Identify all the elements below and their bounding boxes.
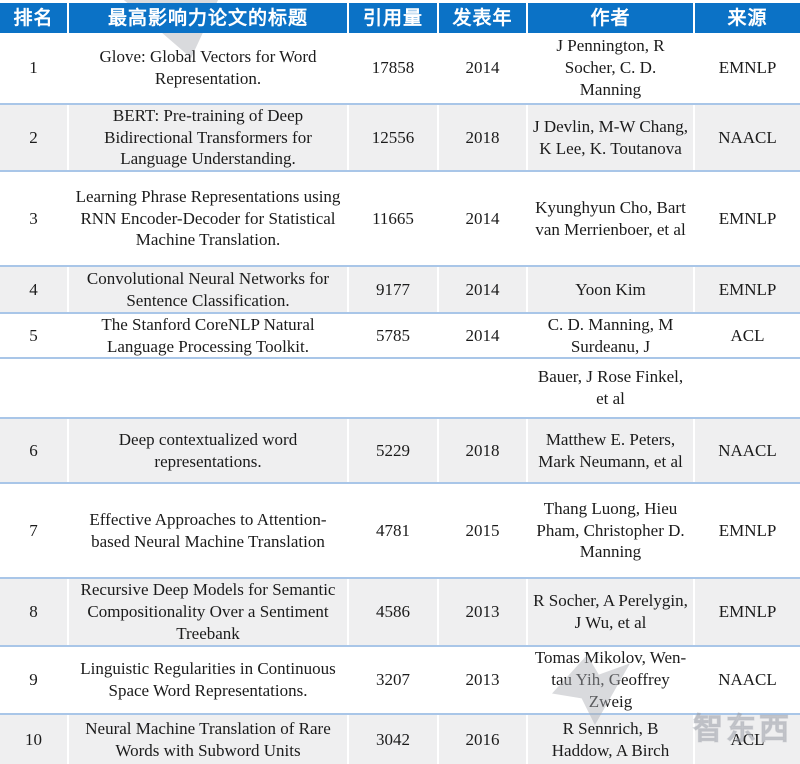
rank-cell: 10	[0, 715, 67, 764]
title-cell: Effective Approaches to Attention-based …	[67, 484, 347, 577]
rank-cell: 9	[29, 670, 38, 690]
citations-cell: 12556	[347, 105, 437, 170]
title-cell: Neural Machine Translation of Rare Words…	[67, 715, 347, 764]
year-cell	[437, 359, 526, 417]
year-cell: 2013	[437, 647, 526, 713]
authors-cell: J Devlin, M-W Chang, K Lee, K. Toutanova	[526, 105, 693, 170]
citations-cell: 11665	[347, 172, 437, 265]
authors-cell: Bauer, J Rose Finkel, et al	[526, 359, 693, 417]
table-header: 排名 最高影响力论文的标题 引用量 发表年 作者 来源	[0, 3, 800, 33]
year-cell: 2014	[437, 33, 526, 103]
table-row-7: 7 Effective Approaches to Attention-base…	[0, 482, 800, 577]
citations-cell: 4586	[347, 579, 437, 645]
source-cell: EMNLP	[693, 172, 800, 265]
rank-cell: 5	[29, 325, 38, 345]
table-row-2: 2 BERT: Pre-training of Deep Bidirection…	[0, 103, 800, 170]
authors-cell: R Sennrich, B Haddow, A Birch	[526, 715, 693, 764]
authors-cell: J Pennington, R Socher, C. D. Manning	[526, 33, 693, 103]
rank-cell: 2	[0, 105, 67, 170]
rank-cell: 8	[0, 579, 67, 645]
citations-cell: 5785	[347, 314, 437, 357]
column-header-title: 最高影响力论文的标题	[67, 3, 347, 33]
rank-cell	[0, 359, 67, 417]
title-cell: Deep contextualized word representations…	[67, 419, 347, 482]
year-cell: 2018	[437, 419, 526, 482]
column-header-year: 发表年	[437, 3, 526, 33]
year-cell: 2014	[437, 314, 526, 357]
table-row-8: 8 Recursive Deep Models for Semantic Com…	[0, 577, 800, 645]
citations-cell: 3207	[347, 647, 437, 713]
title-cell: Convolutional Neural Networks for Senten…	[67, 267, 347, 312]
column-header-rank: 排名	[13, 6, 54, 29]
source-cell: EMNLP	[693, 267, 800, 312]
citations-cell: 5229	[347, 419, 437, 482]
source-cell: NAACL	[693, 419, 800, 482]
authors-cell: Matthew E. Peters, Mark Neumann, et al	[526, 419, 693, 482]
rank-cell: 4	[0, 267, 67, 312]
table-row-5-continuation: Bauer, J Rose Finkel, et al	[0, 357, 800, 417]
authors-cell: Kyunghyun Cho, Bart van Merrienboer, et …	[526, 172, 693, 265]
authors-cell: Thang Luong, Hieu Pham, Christopher D. M…	[526, 484, 693, 577]
source-cell: NAACL	[693, 647, 800, 713]
authors-cell: R Socher, A Perelygin, J Wu, et al	[526, 579, 693, 645]
source-cell: ACL	[693, 314, 800, 357]
title-cell: Linguistic Regularities in Continuous Sp…	[67, 647, 347, 713]
source-cell	[693, 359, 800, 417]
table-row-4: 4 Convolutional Neural Networks for Sent…	[0, 265, 800, 312]
column-header-authors: 作者	[526, 3, 693, 33]
title-cell: BERT: Pre-training of Deep Bidirectional…	[67, 105, 347, 170]
source-cell: EMNLP	[693, 579, 800, 645]
year-cell: 2015	[437, 484, 526, 577]
authors-cell: Yoon Kim	[526, 267, 693, 312]
column-header-citations: 引用量	[347, 3, 437, 33]
year-cell: 2013	[437, 579, 526, 645]
title-cell	[67, 359, 347, 417]
authors-cell: Tomas Mikolov, Wen-tau Yih, Geoffrey Zwe…	[526, 647, 693, 713]
rank-cell: 1	[29, 58, 38, 78]
title-cell: Recursive Deep Models for Semantic Compo…	[67, 579, 347, 645]
citations-cell: 3042	[347, 715, 437, 764]
source-cell: EMNLP	[693, 484, 800, 577]
year-cell: 2018	[437, 105, 526, 170]
table-row-10: 10 Neural Machine Translation of Rare Wo…	[0, 713, 800, 764]
year-cell: 2014	[437, 172, 526, 265]
source-cell: EMNLP	[693, 33, 800, 103]
source-cell: ACL	[693, 715, 800, 764]
title-cell: Glove: Global Vectors for Word Represent…	[67, 33, 347, 103]
rank-cell: 6	[0, 419, 67, 482]
title-cell: The Stanford CoreNLP Natural Language Pr…	[67, 314, 347, 357]
title-cell: Learning Phrase Representations using RN…	[67, 172, 347, 265]
citations-cell	[347, 359, 437, 417]
table-row-6: 6 Deep contextualized word representatio…	[0, 417, 800, 482]
citations-cell: 17858	[347, 33, 437, 103]
citations-cell: 9177	[347, 267, 437, 312]
table-row-5: 5 The Stanford CoreNLP Natural Language …	[0, 312, 800, 357]
year-cell: 2016	[437, 715, 526, 764]
table-row-3: 3 Learning Phrase Representations using …	[0, 170, 800, 265]
year-cell: 2014	[437, 267, 526, 312]
column-header-source: 来源	[693, 3, 800, 33]
source-cell: NAACL	[693, 105, 800, 170]
table-row-1: 1 Glove: Global Vectors for Word Represe…	[0, 33, 800, 103]
table-row-9: 9 Linguistic Regularities in Continuous …	[0, 645, 800, 713]
rank-cell: 3	[29, 208, 38, 228]
authors-cell: C. D. Manning, M Surdeanu, J	[526, 314, 693, 357]
rank-cell: 7	[29, 520, 38, 540]
citations-cell: 4781	[347, 484, 437, 577]
